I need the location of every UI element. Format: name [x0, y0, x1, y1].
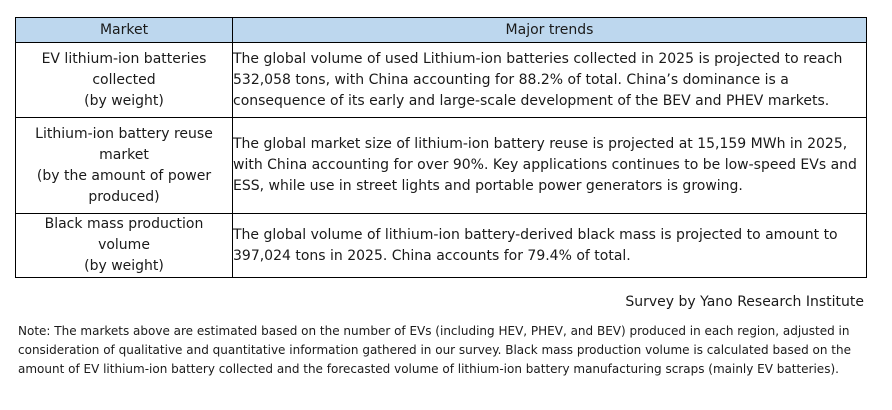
- market-label-line: Lithium-ion battery reuse: [35, 125, 213, 142]
- trend-cell: The global volume of used Lithium-ion ba…: [232, 42, 867, 118]
- market-label-line: (by weight): [84, 92, 164, 109]
- footnote: Note: The markets above are estimated ba…: [18, 324, 851, 376]
- market-label-line: market: [99, 146, 149, 163]
- source-credit: Survey by Yano Research Institute: [625, 294, 864, 310]
- column-header-trends: Major trends: [232, 17, 867, 43]
- table-row: Black mass production volume (by weight)…: [15, 213, 867, 278]
- market-label-line: EV lithium-ion batteries: [41, 50, 207, 67]
- market-cell: EV lithium-ion batteries collected (by w…: [15, 42, 233, 118]
- table-row: Lithium-ion battery reuse market (by the…: [15, 117, 867, 214]
- market-label-line: Black mass production: [44, 216, 204, 232]
- trend-cell: The global market size of lithium-ion ba…: [232, 117, 867, 214]
- market-label-line: volume: [98, 237, 150, 253]
- table-header-row: Market Major trends: [15, 17, 867, 43]
- market-label-line: collected: [92, 71, 156, 88]
- market-label-line: (by the amount of power: [36, 167, 212, 184]
- trend-cell: The global volume of lithium-ion battery…: [232, 213, 867, 278]
- market-label-line: (by weight): [84, 258, 164, 274]
- market-cell: Lithium-ion battery reuse market (by the…: [15, 117, 233, 214]
- market-cell: Black mass production volume (by weight): [15, 213, 233, 278]
- market-trends-table: Market Major trends EV lithium-ion batte…: [15, 17, 867, 278]
- column-header-market: Market: [15, 17, 233, 43]
- market-label-line: produced): [88, 188, 160, 205]
- table-row: EV lithium-ion batteries collected (by w…: [15, 42, 867, 118]
